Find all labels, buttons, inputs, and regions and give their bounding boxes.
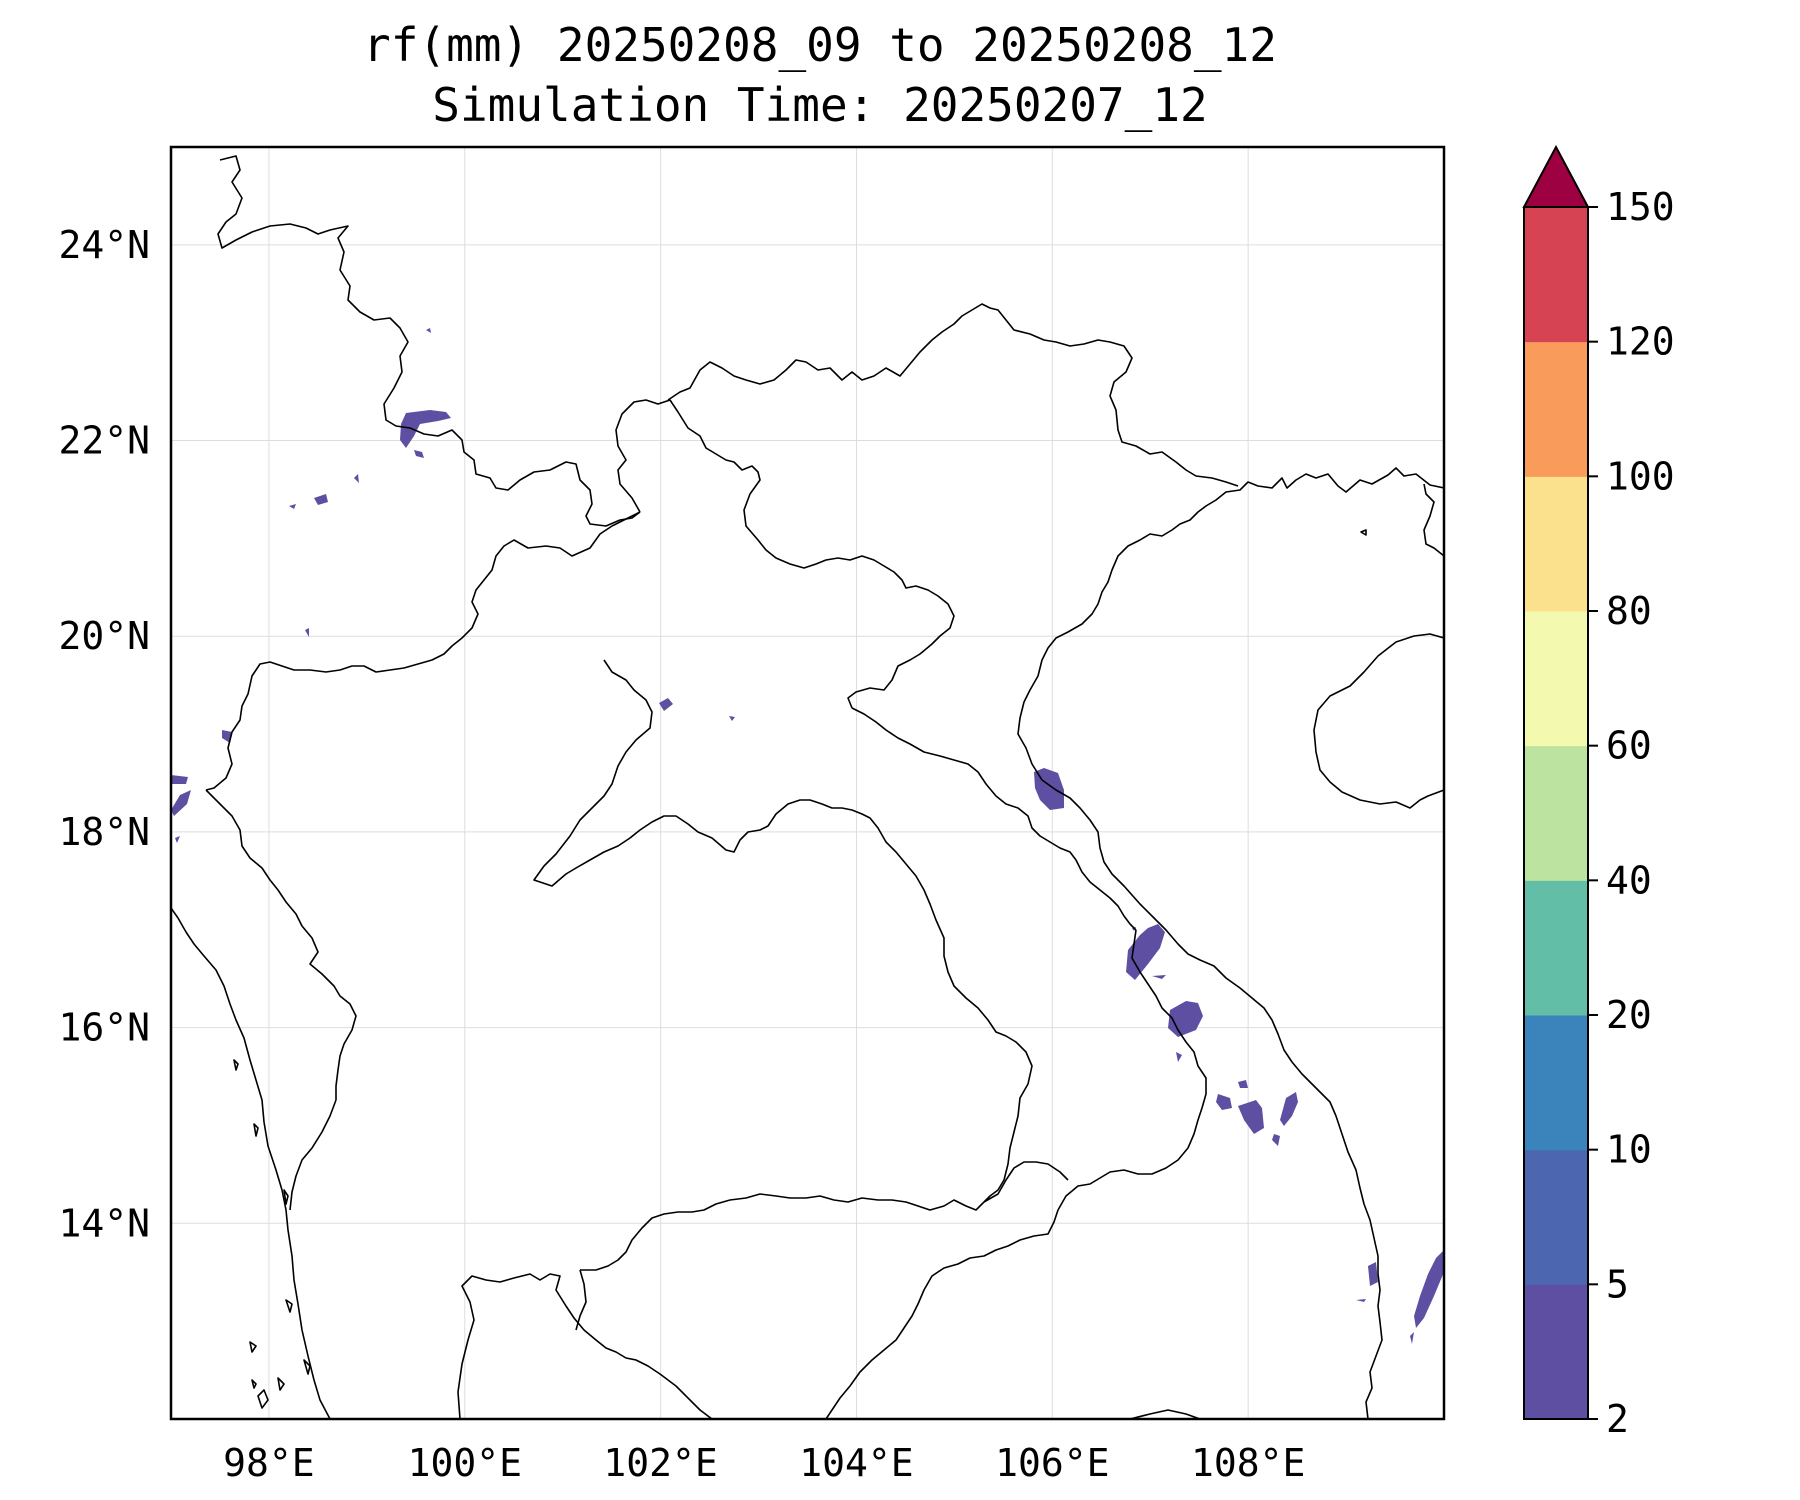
map-features (171, 155, 1444, 1419)
colorbar-tick-label: 120 (1606, 320, 1675, 364)
map-plot-area (171, 147, 1444, 1419)
rain-cell-1b (414, 450, 424, 458)
rain-cell-2 (289, 474, 359, 509)
y-tick-label: 16°N (58, 1006, 150, 1050)
map-frame (169, 145, 1446, 1421)
colorbar-bin (1524, 207, 1588, 343)
colorbar-tick-label: 40 (1606, 858, 1652, 902)
rain-cell-3 (659, 698, 735, 721)
y-tick-label: 22°N (58, 419, 150, 463)
colorbar-extend-triangle (1522, 144, 1590, 208)
y-tick-label: 20°N (58, 614, 150, 658)
colorbar-labels: 2 5 10 20 40 60 80 100 120 150 (1588, 185, 1675, 1441)
rain-cell-7 (1168, 1001, 1203, 1062)
colorbar-tick-label: 10 (1606, 1128, 1652, 1172)
gridlines (171, 147, 1444, 1419)
rain-cell-1 (400, 410, 451, 448)
colorbar-tick-label: 60 (1606, 724, 1652, 768)
colorbar-outline (1523, 206, 1589, 1420)
map-title: rf(mm) 20250208_09 to 20250208_12 (363, 18, 1277, 72)
colorbar-bin (1524, 1284, 1588, 1420)
colorbar-tick-label: 5 (1606, 1262, 1629, 1306)
colorbar-tick-label: 150 (1606, 185, 1675, 229)
x-tick-label: 102°E (603, 1441, 717, 1485)
x-tick-label: 100°E (408, 1441, 522, 1485)
x-axis-labels: 98°E 100°E 102°E 104°E 106°E 108°E (223, 1441, 1305, 1485)
rain-cell-8 (1216, 1080, 1280, 1146)
colorbar-bin (1524, 611, 1588, 747)
y-tick-label: 14°N (58, 1201, 150, 1245)
country-borders (205, 155, 1239, 1419)
y-tick-label: 18°N (58, 810, 150, 854)
map-subtitle: Simulation Time: 20250207_12 (432, 78, 1208, 132)
x-tick-label: 106°E (995, 1441, 1109, 1485)
coastlines (171, 467, 1444, 1419)
colorbar-tick-label: 80 (1606, 589, 1652, 633)
colorbar-bin (1524, 341, 1588, 477)
colorbar-bin (1524, 1149, 1588, 1285)
x-tick-label: 108°E (1191, 1441, 1305, 1485)
x-tick-label: 98°E (223, 1441, 315, 1485)
x-tick-label: 104°E (799, 1441, 913, 1485)
colorbar-tick-label: 100 (1606, 454, 1675, 498)
colorbar-bin (1524, 745, 1588, 881)
colorbar-bin (1524, 880, 1588, 1016)
colorbar-tick-label: 20 (1606, 993, 1652, 1037)
colorbar-tick-label: 2 (1606, 1397, 1629, 1441)
colorbar-bin (1524, 476, 1588, 612)
y-axis-labels: 14°N 16°N 18°N 20°N 22°N 24°N (58, 223, 150, 1245)
y-tick-label: 24°N (58, 223, 150, 267)
rain-cell-9 (1280, 1092, 1298, 1126)
colorbar-bin (1524, 1015, 1588, 1151)
colorbar (1522, 144, 1590, 1420)
rain-cell-10 (1356, 1250, 1444, 1344)
